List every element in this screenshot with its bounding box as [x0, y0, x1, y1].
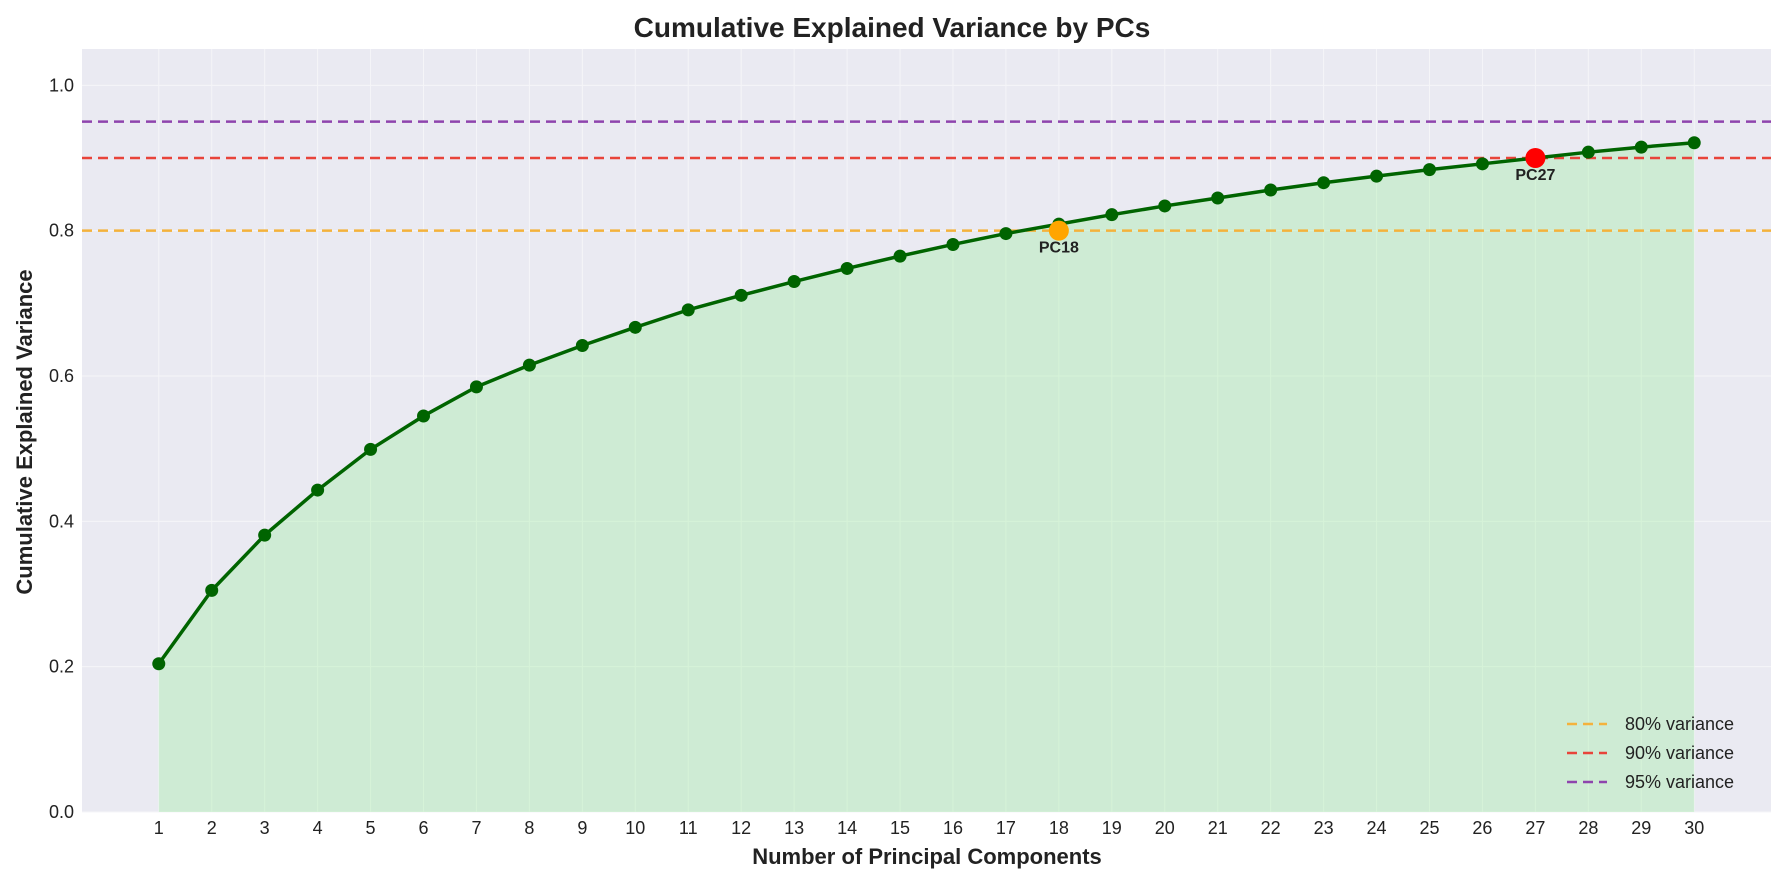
x-tick-label: 9 — [577, 818, 587, 838]
x-tick-label: 4 — [313, 818, 323, 838]
data-point — [469, 380, 483, 394]
x-tick-label: 18 — [1049, 818, 1069, 838]
data-point — [1211, 191, 1225, 205]
x-tick-label: 28 — [1578, 818, 1598, 838]
data-point — [417, 409, 431, 423]
y-tick-label: 0.2 — [49, 657, 74, 677]
x-tick-label: 20 — [1155, 818, 1175, 838]
data-point — [364, 442, 378, 456]
data-point — [681, 303, 695, 317]
x-tick-label: 14 — [837, 818, 857, 838]
data-point — [628, 320, 642, 334]
x-axis-ticks: 1 2 3 4 5 6 7 8 9 10 11 12 13 14 15 16 17 18 19 20 21 22 23 24 2… — [154, 818, 1704, 838]
marker-label: PC18 — [1039, 240, 1079, 257]
threshold-markers: PC18 PC27 — [1039, 148, 1555, 257]
x-tick-label: 6 — [418, 818, 428, 838]
y-tick-label: 0.4 — [49, 511, 74, 531]
data-point — [1687, 136, 1701, 150]
data-point — [999, 227, 1013, 241]
data-point — [1264, 183, 1278, 197]
y-tick-label: 1.0 — [49, 75, 74, 95]
x-tick-label: 2 — [207, 818, 217, 838]
data-point — [1475, 157, 1489, 171]
y-tick-label: 0.0 — [49, 802, 74, 822]
legend: 80% variance 90% variance 95% variance — [1567, 714, 1734, 792]
x-tick-label: 19 — [1102, 818, 1122, 838]
data-point — [893, 249, 907, 263]
data-points — [152, 136, 1701, 671]
y-tick-label: 0.8 — [49, 221, 74, 241]
data-point — [946, 237, 960, 251]
data-point — [205, 583, 219, 597]
x-tick-label: 7 — [471, 818, 481, 838]
marker-point — [1525, 148, 1546, 168]
x-tick-label: 5 — [366, 818, 376, 838]
x-tick-label: 12 — [731, 818, 751, 838]
legend-label: 80% variance — [1625, 714, 1734, 734]
data-point — [787, 275, 801, 289]
data-point — [734, 288, 748, 302]
x-tick-label: 22 — [1261, 818, 1281, 838]
data-point — [1422, 163, 1436, 177]
x-tick-label: 1 — [154, 818, 164, 838]
x-tick-label: 21 — [1208, 818, 1228, 838]
threshold-lines — [82, 120, 1771, 232]
marker-label: PC27 — [1515, 167, 1555, 184]
data-point — [1158, 199, 1172, 213]
cumulative-variance-area — [158, 142, 1695, 813]
data-point — [311, 483, 325, 497]
data-point — [1370, 169, 1384, 183]
x-tick-label: 17 — [996, 818, 1016, 838]
legend-label: 90% variance — [1625, 743, 1734, 763]
x-tick-label: 27 — [1525, 818, 1545, 838]
data-point — [575, 338, 589, 352]
x-tick-label: 13 — [784, 818, 804, 838]
legend-label: 95% variance — [1625, 772, 1734, 792]
data-point — [1634, 140, 1648, 154]
data-point — [1581, 145, 1595, 159]
y-axis-label: Cumulative Explained Variance — [12, 269, 37, 594]
plot-background — [82, 49, 1771, 812]
x-tick-label: 11 — [679, 818, 698, 838]
y-axis-ticks: 0.0 0.2 0.4 0.6 0.8 1.0 — [49, 75, 74, 822]
data-point — [1105, 208, 1119, 222]
x-tick-label: 16 — [943, 818, 963, 838]
grid-lines — [82, 49, 1771, 813]
cumulative-variance-line — [157, 140, 1695, 665]
x-tick-label: 30 — [1684, 818, 1704, 838]
x-tick-label: 23 — [1314, 818, 1334, 838]
x-tick-label: 3 — [260, 818, 270, 838]
x-tick-label: 24 — [1367, 818, 1387, 838]
x-tick-label: 15 — [890, 818, 910, 838]
data-point — [1317, 176, 1331, 190]
marker-point — [1048, 220, 1069, 241]
x-tick-label: 26 — [1472, 818, 1492, 838]
x-tick-label: 25 — [1419, 818, 1439, 838]
data-point — [258, 528, 272, 542]
y-tick-label: 0.6 — [49, 366, 74, 386]
x-tick-label: 29 — [1631, 818, 1651, 838]
data-point — [152, 657, 166, 671]
data-point — [840, 261, 854, 275]
data-point — [522, 358, 536, 372]
x-tick-label: 10 — [625, 818, 645, 838]
chart-title: Cumulative Explained Variance by PCs — [634, 12, 1151, 43]
x-tick-label: 8 — [524, 818, 534, 838]
x-axis-label: Number of Principal Components — [752, 844, 1102, 869]
